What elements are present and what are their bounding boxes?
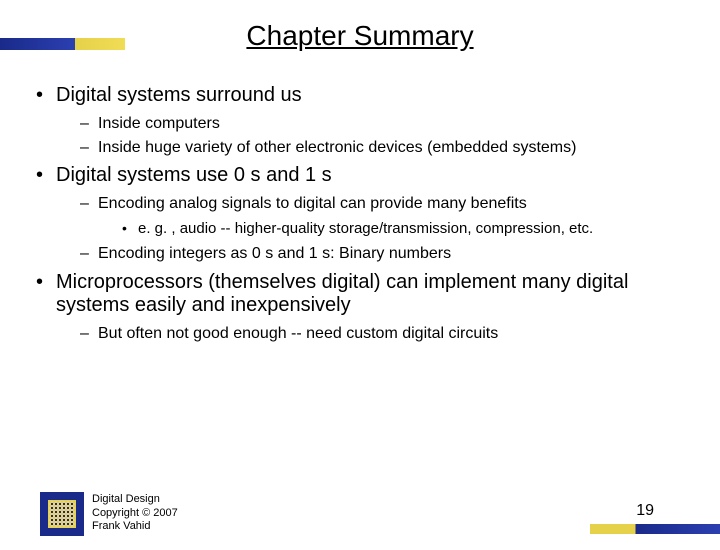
sub-bullet: Inside computers: [80, 113, 690, 135]
sub-bullet: Encoding analog signals to digital can p…: [80, 193, 690, 239]
footer-logo-inner-icon: [48, 500, 76, 528]
bullet-text: Digital systems surround us: [56, 84, 302, 106]
sub-bullet: But often not good enough -- need custom…: [80, 323, 690, 345]
footer-line: Digital Design: [92, 493, 178, 507]
bullet-item-1: Digital systems surround us Inside compu…: [36, 84, 690, 158]
sub-bullet-text: Encoding analog signals to digital can p…: [98, 195, 527, 212]
sub-list: Encoding analog signals to digital can p…: [56, 193, 690, 264]
bullet-item-3: Microprocessors (themselves digital) can…: [36, 271, 690, 345]
bullet-list: Digital systems surround us Inside compu…: [30, 84, 690, 344]
bullet-item-2: Digital systems use 0 s and 1 s Encoding…: [36, 164, 690, 264]
sub-bullet: Inside huge variety of other electronic …: [80, 137, 690, 159]
page-number: 19: [636, 502, 654, 520]
sub-sub-list: e. g. , audio -- higher-quality storage/…: [98, 219, 690, 239]
footer-logo-icon: [40, 492, 84, 536]
sub-list: But often not good enough -- need custom…: [56, 323, 690, 345]
sub-list: Inside computers Inside huge variety of …: [56, 113, 690, 158]
footer: Digital Design Copyright © 2007 Frank Va…: [0, 486, 720, 536]
title-accent-bar: [0, 38, 125, 50]
bullet-text: Microprocessors (themselves digital) can…: [56, 271, 628, 316]
title-row: Chapter Summary: [0, 10, 720, 66]
sub-sub-bullet: e. g. , audio -- higher-quality storage/…: [122, 219, 690, 239]
footer-credits: Digital Design Copyright © 2007 Frank Va…: [92, 493, 178, 534]
footer-line: Copyright © 2007: [92, 507, 178, 521]
footer-accent-bar: [590, 524, 720, 534]
footer-line: Frank Vahid: [92, 520, 178, 534]
bullet-text: Digital systems use 0 s and 1 s: [56, 164, 332, 186]
sub-bullet: Encoding integers as 0 s and 1 s: Binary…: [80, 243, 690, 265]
content-area: Digital systems surround us Inside compu…: [0, 66, 720, 344]
